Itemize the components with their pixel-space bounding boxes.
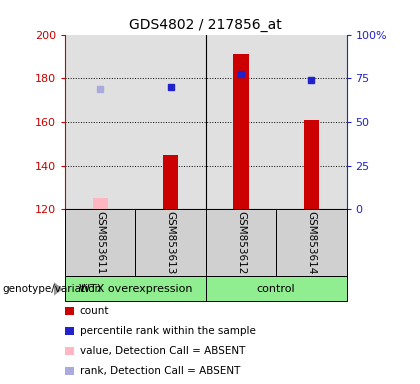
- Text: genotype/variation: genotype/variation: [2, 284, 101, 294]
- Bar: [304, 120, 319, 209]
- Polygon shape: [54, 282, 63, 296]
- Text: GSM853612: GSM853612: [236, 211, 246, 275]
- Text: percentile rank within the sample: percentile rank within the sample: [80, 326, 256, 336]
- Text: WTX overexpression: WTX overexpression: [79, 284, 192, 294]
- Bar: [65, 276, 206, 301]
- Text: GSM853611: GSM853611: [95, 211, 105, 275]
- Title: GDS4802 / 217856_at: GDS4802 / 217856_at: [129, 18, 282, 32]
- Bar: [163, 155, 178, 209]
- Text: rank, Detection Call = ABSENT: rank, Detection Call = ABSENT: [80, 366, 240, 376]
- Bar: [233, 54, 249, 209]
- Text: control: control: [257, 284, 295, 294]
- Bar: [65, 209, 135, 276]
- Bar: [276, 209, 346, 276]
- Text: GSM853614: GSM853614: [306, 211, 316, 275]
- Text: GSM853613: GSM853613: [165, 211, 176, 275]
- Bar: [206, 276, 346, 301]
- Text: count: count: [80, 306, 109, 316]
- Bar: [135, 209, 206, 276]
- Text: value, Detection Call = ABSENT: value, Detection Call = ABSENT: [80, 346, 245, 356]
- Bar: [206, 209, 276, 276]
- Bar: [92, 199, 108, 209]
